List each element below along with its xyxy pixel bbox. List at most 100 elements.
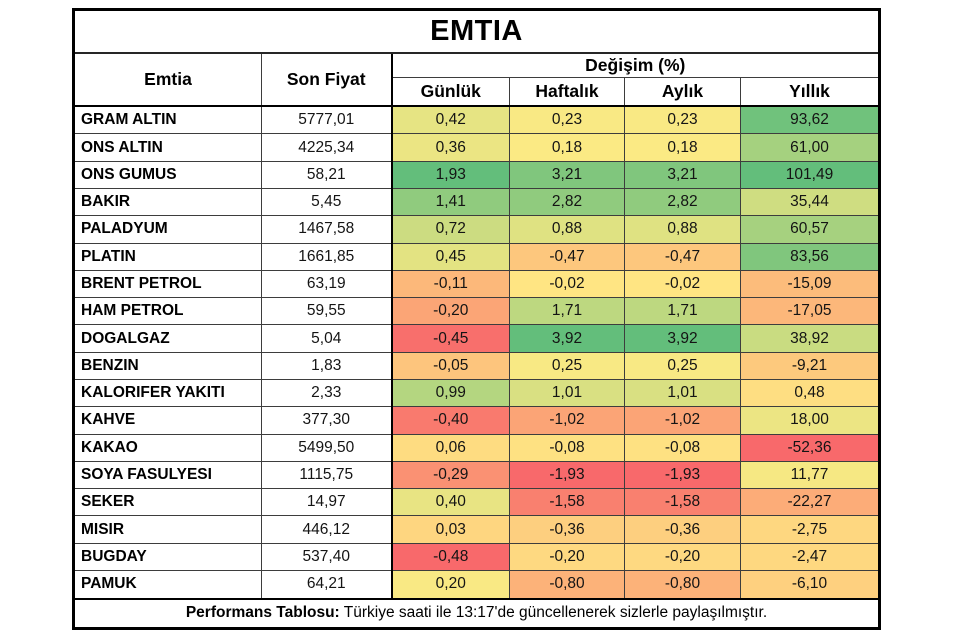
change-value-cell: -0,05 (390, 351, 510, 381)
change-value-cell: -15,09 (740, 269, 880, 299)
commodity-name: HAM PETROL (73, 297, 262, 326)
change-value-cell: 0,25 (624, 351, 741, 381)
change-value-cell: -0,20 (509, 542, 625, 571)
change-value-cell: -0,36 (624, 515, 741, 544)
change-value-cell: -9,21 (740, 351, 880, 381)
commodity-name: BUGDAY (73, 542, 262, 571)
last-price-value: 1661,85 (261, 242, 392, 271)
change-value-cell: 38,92 (740, 324, 880, 353)
last-price-value: 64,21 (261, 569, 392, 600)
change-value-cell: -0,29 (390, 460, 510, 490)
change-value-cell: 1,93 (390, 160, 510, 190)
table-row: PLATIN 1661,85 0,45 -0,47 -0,47 83,56 (73, 242, 880, 271)
change-value-cell: 0,88 (624, 215, 741, 244)
change-value-cell: 18,00 (740, 406, 880, 435)
change-value-cell: -1,58 (624, 488, 741, 517)
table-row: ONS GUMUS 58,21 1,93 3,21 3,21 101,49 (73, 160, 880, 190)
change-value-cell: 60,57 (740, 215, 880, 244)
change-value-cell: 0,72 (390, 215, 510, 244)
table-row: BRENT PETROL 63,19 -0,11 -0,02 -0,02 -15,09 (73, 269, 880, 299)
change-value-cell: -0,48 (390, 542, 510, 571)
change-value-cell: 0,25 (509, 351, 625, 381)
commodity-name: GRAM ALTIN (73, 105, 262, 135)
last-price-value: 1,83 (261, 351, 392, 381)
change-value-cell: -0,47 (624, 242, 741, 271)
change-value-cell: 11,77 (740, 460, 880, 490)
commodity-name: MISIR (73, 515, 262, 544)
change-value-cell: -0,02 (624, 269, 741, 299)
last-price-value: 4225,34 (261, 133, 392, 162)
change-value-cell: 0,99 (390, 379, 510, 408)
change-value-cell: -0,08 (624, 433, 741, 462)
change-value-cell: 0,23 (509, 105, 625, 135)
change-value-cell: 0,06 (390, 433, 510, 462)
change-value-cell: -0,20 (390, 297, 510, 326)
commodity-name: KAHVE (73, 406, 262, 435)
change-value-cell: 61,00 (740, 133, 880, 162)
commodity-name: BRENT PETROL (73, 269, 262, 299)
change-value-cell: 0,45 (390, 242, 510, 271)
change-value-cell: 83,56 (740, 242, 880, 271)
change-value-cell: -6,10 (740, 569, 880, 600)
header-row-main: Emtia Son Fiyat Değişim (%) (73, 52, 880, 107)
commodity-name: PLATIN (73, 242, 262, 271)
change-value-cell: 0,18 (624, 133, 741, 162)
col-header-change-group: Değişim (%) (390, 52, 880, 78)
table-row: KAKAO 5499,50 0,06 -0,08 -0,08 -52,36 (73, 433, 880, 462)
change-value-cell: 101,49 (740, 160, 880, 190)
last-price-value: 63,19 (261, 269, 392, 299)
change-value-cell: -0,45 (390, 324, 510, 353)
last-price-value: 58,21 (261, 160, 392, 190)
change-value-cell: -1,93 (624, 460, 741, 490)
change-value-cell: -1,02 (509, 406, 625, 435)
change-value-cell: 0,23 (624, 105, 741, 135)
table-row: KAHVE 377,30 -0,40 -1,02 -1,02 18,00 (73, 406, 880, 435)
change-value-cell: 0,20 (390, 569, 510, 600)
change-value-cell: -22,27 (740, 488, 880, 517)
change-value-cell: -0,40 (390, 406, 510, 435)
footer-row: Performans Tablosu: Türkiye saati ile 13… (73, 597, 880, 629)
last-price-value: 59,55 (261, 297, 392, 326)
footer-note: Performans Tablosu: Türkiye saati ile 13… (73, 597, 880, 629)
change-value-cell: 2,82 (624, 188, 741, 217)
change-value-cell: 3,92 (624, 324, 741, 353)
last-price-value: 5499,50 (261, 433, 392, 462)
title-row: EMTIA (73, 9, 880, 54)
change-value-cell: 1,01 (509, 379, 625, 408)
table-row: KALORIFER YAKITI 2,33 0,99 1,01 1,01 0,48 (73, 379, 880, 408)
change-value-cell: 0,88 (509, 215, 625, 244)
commodity-name: KAKAO (73, 433, 262, 462)
change-value-cell: 2,82 (509, 188, 625, 217)
change-value-cell: 0,03 (390, 515, 510, 544)
commodity-name: KALORIFER YAKITI (73, 379, 262, 408)
col-header-last-price: Son Fiyat (261, 52, 392, 107)
commodity-name: ONS GUMUS (73, 160, 262, 190)
change-value-cell: 1,01 (624, 379, 741, 408)
change-value-cell: 0,48 (740, 379, 880, 408)
last-price-value: 5,45 (261, 188, 392, 217)
change-value-cell: -0,20 (624, 542, 741, 571)
table-row: MISIR 446,12 0,03 -0,36 -0,36 -2,75 (73, 515, 880, 544)
change-value-cell: 1,41 (390, 188, 510, 217)
table-row: BENZIN 1,83 -0,05 0,25 0,25 -9,21 (73, 351, 880, 381)
change-value-cell: 0,40 (390, 488, 510, 517)
col-header-weekly: Haftalık (509, 76, 625, 107)
table-body: GRAM ALTIN 5777,01 0,42 0,23 0,23 93,62 ONS AL… (73, 105, 880, 600)
table-row: SOYA FASULYESI 1115,75 -0,29 -1,93 -1,93 11,7… (73, 460, 880, 490)
table-row: ONS ALTIN 4225,34 0,36 0,18 0,18 61,00 (73, 133, 880, 162)
table-row: DOGALGAZ 5,04 -0,45 3,92 3,92 38,92 (73, 324, 880, 353)
change-value-cell: 0,42 (390, 105, 510, 135)
change-value-cell: -1,93 (509, 460, 625, 490)
commodity-name: BAKIR (73, 188, 262, 217)
last-price-value: 5777,01 (261, 105, 392, 135)
commodity-name: DOGALGAZ (73, 324, 262, 353)
change-value-cell: 3,92 (509, 324, 625, 353)
change-value-cell: -17,05 (740, 297, 880, 326)
change-value-cell: -0,08 (509, 433, 625, 462)
last-price-value: 5,04 (261, 324, 392, 353)
table-row: PAMUK 64,21 0,20 -0,80 -0,80 -6,10 (73, 569, 880, 600)
last-price-value: 446,12 (261, 515, 392, 544)
table-row: PALADYUM 1467,58 0,72 0,88 0,88 60,57 (73, 215, 880, 244)
change-value-cell: -0,80 (624, 569, 741, 600)
commodity-name: PALADYUM (73, 215, 262, 244)
